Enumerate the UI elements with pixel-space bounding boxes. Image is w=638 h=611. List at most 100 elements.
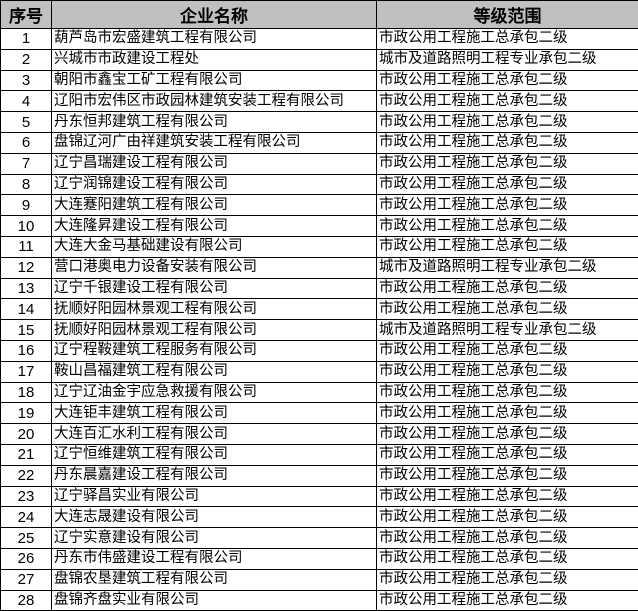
cell-qualification: 市政公用工程施工总承包二级 [377, 278, 638, 299]
cell-qualification: 市政公用工程施工总承包二级 [377, 29, 638, 50]
cell-index: 28 [1, 590, 52, 611]
cell-company-name: 辽宁恒维建筑工程有限公司 [52, 444, 377, 465]
cell-index: 9 [1, 195, 52, 216]
cell-index: 8 [1, 174, 52, 195]
cell-qualification: 市政公用工程施工总承包二级 [377, 153, 638, 174]
cell-company-name: 盘锦齐盘实业有限公司 [52, 590, 377, 611]
header-qualification: 等级范围 [377, 1, 638, 29]
cell-qualification: 市政公用工程施工总承包二级 [377, 465, 638, 486]
cell-company-name: 丹东恒邦建筑工程有限公司 [52, 112, 377, 133]
cell-index: 11 [1, 236, 52, 257]
cell-company-name: 大连百汇水利工程有限公司 [52, 424, 377, 445]
cell-company-name: 大连钜丰建筑工程有限公司 [52, 403, 377, 424]
cell-index: 6 [1, 132, 52, 153]
cell-qualification: 市政公用工程施工总承包二级 [377, 444, 638, 465]
cell-qualification: 市政公用工程施工总承包二级 [377, 590, 638, 611]
cell-index: 19 [1, 403, 52, 424]
cell-company-name: 营口港奥电力设备安装有限公司 [52, 257, 377, 278]
cell-index: 14 [1, 299, 52, 320]
header-row: 序号 企业名称 等级范围 [1, 1, 638, 29]
cell-index: 7 [1, 153, 52, 174]
cell-company-name: 抚顺好阳园林景观工程有限公司 [52, 299, 377, 320]
cell-qualification: 市政公用工程施工总承包二级 [377, 528, 638, 549]
cell-index: 15 [1, 320, 52, 341]
cell-index: 21 [1, 444, 52, 465]
cell-qualification: 城市及道路照明工程专业承包二级 [377, 257, 638, 278]
cell-qualification: 市政公用工程施工总承包二级 [377, 361, 638, 382]
cell-qualification: 市政公用工程施工总承包二级 [377, 340, 638, 361]
cell-qualification: 市政公用工程施工总承包二级 [377, 112, 638, 133]
header-index: 序号 [1, 1, 52, 29]
cell-company-name: 辽宁辽油金宇应急救援有限公司 [52, 382, 377, 403]
cell-company-name: 辽宁千银建设工程有限公司 [52, 278, 377, 299]
cell-company-name: 辽阳市宏伟区市政园林建筑安装工程有限公司 [52, 91, 377, 112]
cell-company-name: 葫芦岛市宏盛建筑工程有限公司 [52, 29, 377, 50]
cell-qualification: 市政公用工程施工总承包二级 [377, 236, 638, 257]
cell-qualification: 市政公用工程施工总承包二级 [377, 195, 638, 216]
cell-company-name: 朝阳市鑫宝工矿工程有限公司 [52, 70, 377, 91]
cell-index: 24 [1, 507, 52, 528]
cell-company-name: 辽宁润锦建设工程有限公司 [52, 174, 377, 195]
cell-qualification: 城市及道路照明工程专业承包二级 [377, 320, 638, 341]
cell-index: 26 [1, 548, 52, 569]
cell-company-name: 辽宁实意建设有限公司 [52, 528, 377, 549]
cell-company-name: 大连志晟建设有限公司 [52, 507, 377, 528]
cell-company-name: 丹东市伟盛建设工程有限公司 [52, 548, 377, 569]
cell-index: 22 [1, 465, 52, 486]
cell-qualification: 市政公用工程施工总承包二级 [377, 132, 638, 153]
cell-index: 27 [1, 569, 52, 590]
cell-qualification: 市政公用工程施工总承包二级 [377, 216, 638, 237]
cell-qualification: 市政公用工程施工总承包二级 [377, 70, 638, 91]
cell-index: 17 [1, 361, 52, 382]
cell-company-name: 辽宁程鞍建筑工程服务有限公司 [52, 340, 377, 361]
cell-qualification: 市政公用工程施工总承包二级 [377, 403, 638, 424]
cell-qualification: 市政公用工程施工总承包二级 [377, 486, 638, 507]
cell-qualification: 市政公用工程施工总承包二级 [377, 548, 638, 569]
cell-qualification: 市政公用工程施工总承包二级 [377, 382, 638, 403]
cell-company-name: 抚顺好阳园林景观工程有限公司 [52, 320, 377, 341]
cell-qualification: 市政公用工程施工总承包二级 [377, 507, 638, 528]
cell-qualification: 市政公用工程施工总承包二级 [377, 91, 638, 112]
cell-index: 3 [1, 70, 52, 91]
cell-index: 25 [1, 528, 52, 549]
cell-qualification: 市政公用工程施工总承包二级 [377, 569, 638, 590]
cell-index: 5 [1, 112, 52, 133]
cell-index: 23 [1, 486, 52, 507]
cell-company-name: 大连蹇阳建筑工程有限公司 [52, 195, 377, 216]
header-company-name: 企业名称 [52, 1, 377, 29]
cell-company-name: 丹东晨嘉建设工程有限公司 [52, 465, 377, 486]
cell-company-name: 盘锦农垦建筑工程有限公司 [52, 569, 377, 590]
cell-index: 12 [1, 257, 52, 278]
cell-company-name: 大连隆昇建设工程有限公司 [52, 216, 377, 237]
cell-qualification: 城市及道路照明工程专业承包二级 [377, 49, 638, 70]
cell-company-name: 兴城市市政建设工程处 [52, 49, 377, 70]
cell-index: 13 [1, 278, 52, 299]
cell-company-name: 辽宁昌瑞建设工程有限公司 [52, 153, 377, 174]
cell-index: 2 [1, 49, 52, 70]
cell-index: 1 [1, 29, 52, 50]
